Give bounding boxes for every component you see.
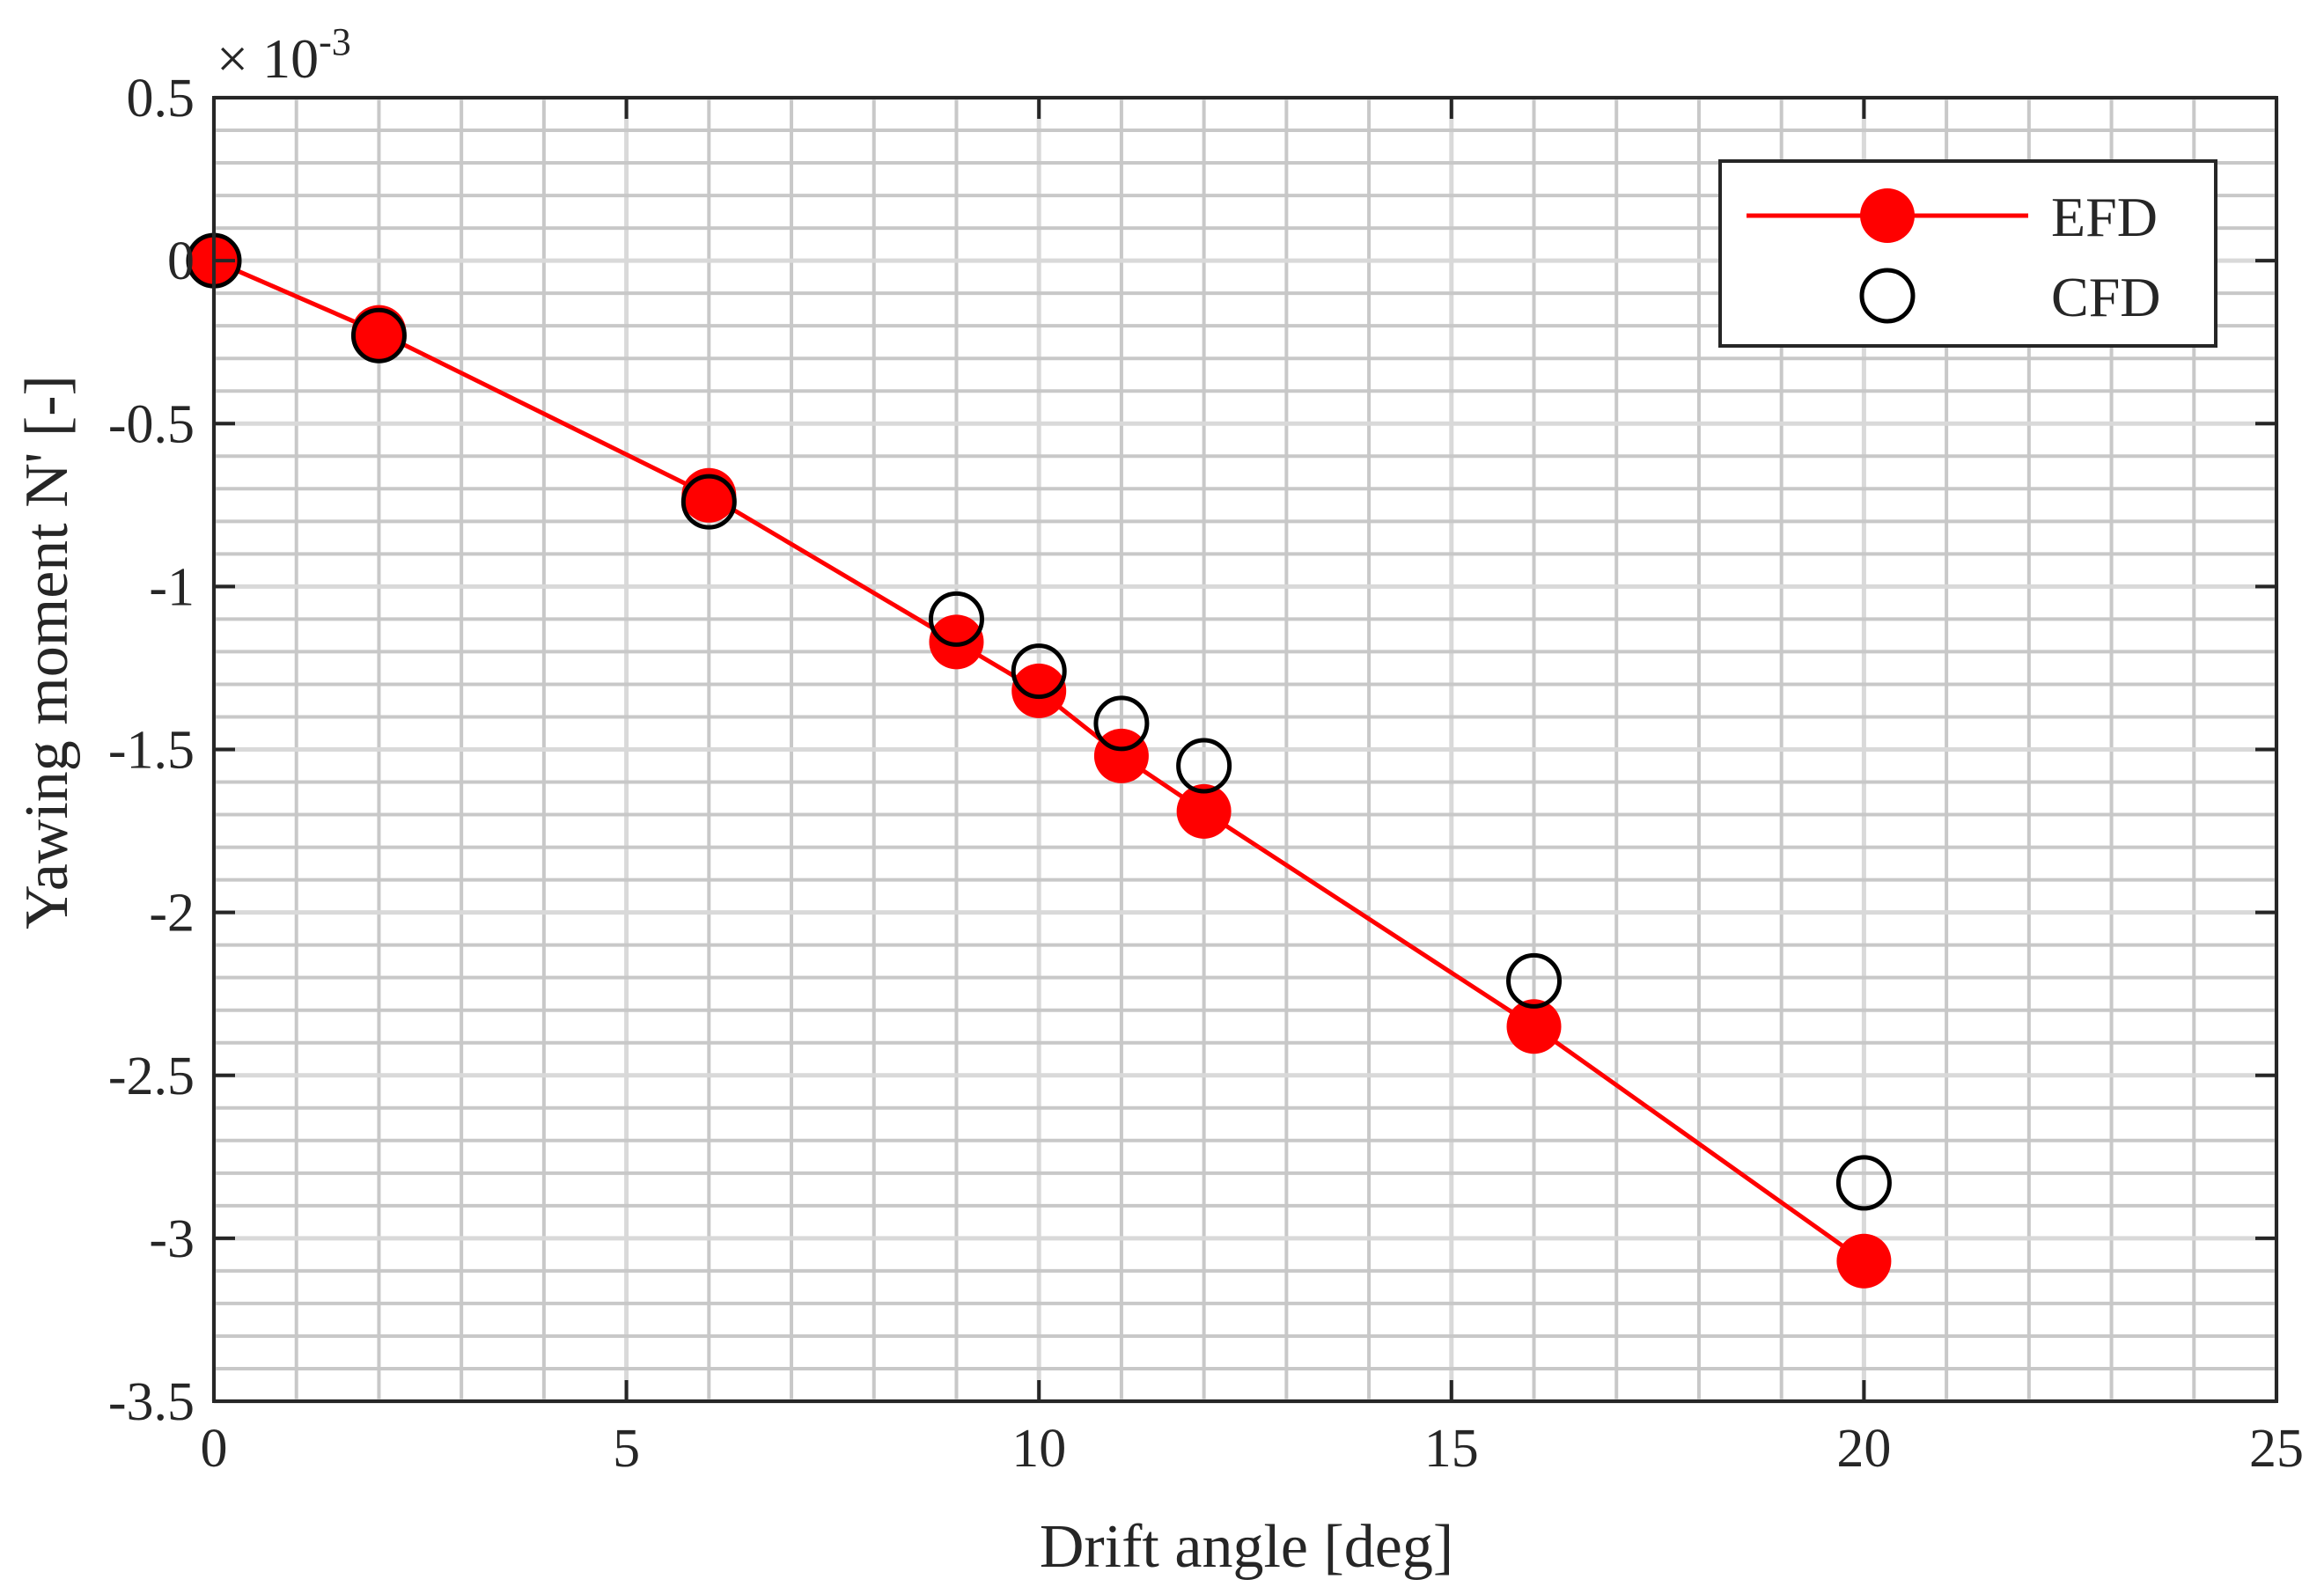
y-axis-title: Yawing moment N' [-] xyxy=(13,375,81,929)
efd-point xyxy=(1836,1233,1892,1289)
cfd-point xyxy=(1011,643,1067,700)
legend-efd-label: EFD xyxy=(2051,186,2158,248)
cfd-point xyxy=(1176,738,1232,794)
y-tick-label: -2 xyxy=(149,884,195,944)
x-tick-label: 10 xyxy=(1011,1419,1066,1479)
x-tick-labels: 0 5 10 15 20 25 xyxy=(201,1419,2305,1479)
x-axis-title: Drift angle [deg] xyxy=(1040,1513,1453,1581)
x-tick-label: 25 xyxy=(2249,1419,2304,1479)
legend[interactable]: EFD CFD xyxy=(1718,159,2217,348)
efd-point xyxy=(351,305,407,360)
cfd-point xyxy=(1835,1155,1892,1211)
y-tick-label: -3 xyxy=(149,1209,195,1269)
cfd-point xyxy=(680,474,737,530)
y-tick-label: -2.5 xyxy=(108,1047,195,1106)
x-tick-label: 20 xyxy=(1836,1419,1891,1479)
efd-point xyxy=(1176,783,1232,839)
y-tick-label: 0 xyxy=(167,231,195,291)
y-tick-label: -1.5 xyxy=(108,721,195,781)
legend-box xyxy=(1718,159,2217,348)
cfd-point xyxy=(1506,952,1563,1009)
y-tick-label: -1 xyxy=(149,557,195,617)
legend-cfd-marker xyxy=(1859,268,1916,324)
legend-cfd-label: CFD xyxy=(2051,266,2161,328)
y-tick-labels: 0.5 0 -0.5 -1 -1.5 -2 -2.5 -3 -3.5 xyxy=(108,69,195,1432)
cfd-point xyxy=(350,307,407,364)
cfd-point xyxy=(1093,695,1150,752)
efd-point xyxy=(929,614,984,670)
x-tick-label: 5 xyxy=(613,1419,640,1479)
x-tick-label: 0 xyxy=(201,1419,228,1479)
cfd-point xyxy=(928,591,984,647)
plot-series xyxy=(186,232,1892,1289)
x-tick-label: 15 xyxy=(1424,1419,1479,1479)
y-exponent-label: × 10-3 xyxy=(217,20,351,90)
efd-point xyxy=(1093,728,1149,783)
axis-ticks xyxy=(212,96,2278,1403)
y-tick-label: -0.5 xyxy=(108,394,195,454)
efd-point xyxy=(1011,663,1067,718)
legend-efd-marker xyxy=(1860,188,1915,243)
efd-point xyxy=(1506,999,1562,1054)
y-tick-label: -3.5 xyxy=(108,1372,195,1432)
y-tick-label: 0.5 xyxy=(127,69,195,129)
